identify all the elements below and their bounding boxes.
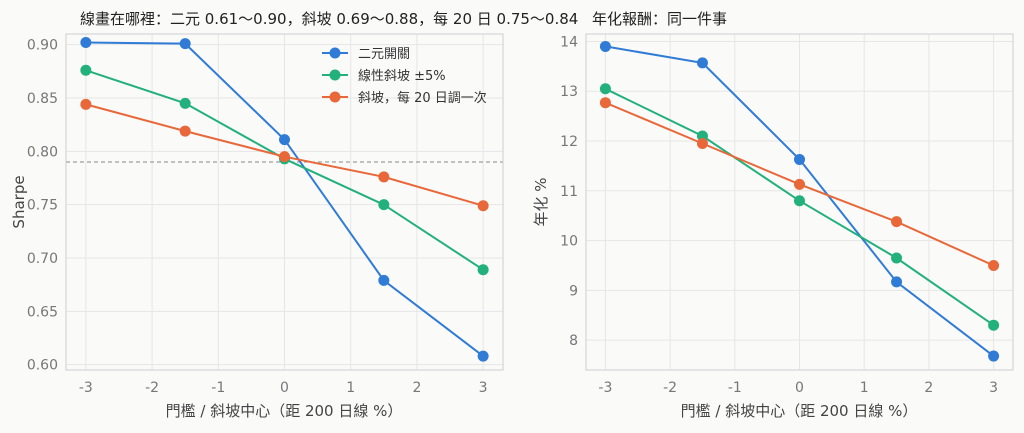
data-point	[599, 83, 611, 95]
x-tick-label: -2	[145, 380, 159, 396]
data-point	[279, 151, 290, 163]
data-point	[891, 216, 903, 228]
y-tick-label: 0.70	[27, 251, 58, 267]
right-grid	[586, 34, 1013, 370]
y-tick-label: 10	[560, 234, 578, 250]
data-point	[378, 171, 390, 183]
x-tick-label: -2	[663, 380, 677, 396]
data-point	[891, 276, 903, 288]
y-tick-label: 8	[569, 333, 578, 349]
x-tick-label: 2	[924, 380, 933, 396]
y-tick-label: 12	[560, 134, 578, 150]
x-tick-label: 0	[795, 380, 804, 396]
left-x-axis-label: 門檻 / 斜坡中心（距 200 日線 %）	[166, 402, 403, 420]
data-point	[794, 153, 805, 165]
data-point	[80, 37, 92, 49]
y-tick-label: 13	[560, 84, 578, 100]
data-point	[477, 200, 489, 212]
data-point	[988, 350, 1000, 362]
right-series-group	[599, 40, 1000, 362]
y-tick-label: 0.85	[27, 91, 58, 107]
x-tick-label: -1	[728, 380, 742, 396]
data-point	[696, 138, 708, 150]
data-point	[179, 97, 191, 109]
y-tick-label: 14	[560, 34, 578, 50]
left-y-axis-label: Sharpe	[10, 175, 28, 228]
legend-label: 二元開關	[358, 47, 410, 62]
x-tick-label: 2	[412, 380, 421, 396]
x-tick-label: -3	[79, 380, 93, 396]
data-point	[477, 264, 489, 276]
data-point	[988, 259, 1000, 271]
x-tick-label: 3	[479, 380, 488, 396]
x-tick-label: 1	[860, 380, 869, 396]
data-point	[599, 40, 611, 52]
data-point	[477, 350, 489, 362]
y-tick-label: 0.65	[27, 304, 58, 320]
legend-marker	[329, 91, 341, 103]
data-point	[179, 38, 191, 50]
legend-label: 線性斜坡 ±5%	[358, 68, 446, 84]
right-plot-frame	[585, 33, 1014, 371]
data-point	[80, 64, 92, 76]
left-chart-title: 線畫在哪裡：二元 0.61～0.90，斜坡 0.69～0.88，每 20 日 0…	[80, 10, 578, 28]
left-grid	[66, 34, 503, 370]
left-chart-panel: 線畫在哪裡：二元 0.61～0.90，斜坡 0.69～0.88，每 20 日 0…	[10, 10, 578, 420]
data-point	[988, 319, 1000, 331]
data-point	[378, 199, 390, 211]
right-y-axis-label: 年化 %	[532, 177, 550, 226]
data-point	[179, 125, 191, 137]
data-point	[599, 97, 611, 109]
y-tick-label: 0.80	[27, 144, 58, 160]
x-tick-label: -1	[211, 380, 225, 396]
y-tick-label: 0.60	[27, 358, 58, 374]
left-series-group	[80, 37, 489, 362]
data-point	[279, 134, 290, 146]
data-point	[794, 195, 805, 207]
x-tick-label: -3	[598, 380, 612, 396]
right-x-axis-label: 門檻 / 斜坡中心（距 200 日線 %）	[681, 402, 918, 420]
x-tick-label: 0	[280, 380, 289, 396]
data-point	[80, 98, 92, 110]
legend-marker	[329, 47, 341, 59]
y-tick-label: 11	[560, 184, 578, 200]
x-tick-label: 1	[346, 380, 355, 396]
legend-marker	[329, 69, 341, 81]
legend-label: 斜坡，每 20 日調一次	[358, 90, 487, 106]
data-point	[891, 252, 903, 264]
right-chart-title: 年化報酬：同一件事	[592, 10, 727, 28]
x-tick-label: 3	[989, 380, 998, 396]
data-point	[378, 274, 390, 286]
data-point	[794, 178, 805, 190]
left-plot-frame	[65, 33, 504, 371]
data-point	[696, 57, 708, 69]
y-tick-label: 0.75	[27, 198, 58, 214]
y-tick-label: 0.90	[27, 38, 58, 54]
y-tick-label: 9	[569, 283, 578, 299]
left-ticks: -3 -2 -1 0 1 2 3 0.60 0.65 0.70 0.75 0.80 0.85 0.90	[27, 38, 488, 396]
